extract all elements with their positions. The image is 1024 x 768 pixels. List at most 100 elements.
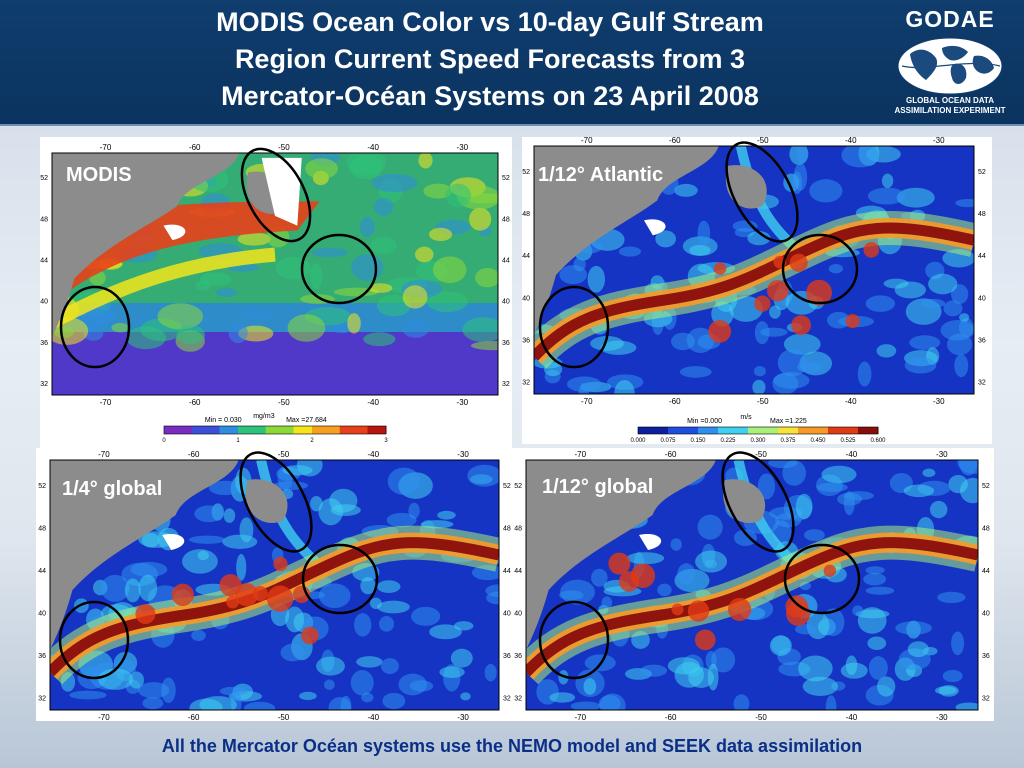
warm-eddy xyxy=(789,253,808,272)
colorbar-cell xyxy=(265,426,276,434)
eddy xyxy=(590,336,624,351)
warm-eddy xyxy=(823,564,837,578)
eddy xyxy=(98,668,134,690)
latitude-tick-right: 36 xyxy=(982,653,990,660)
colorbar-cell xyxy=(868,427,879,434)
eddy xyxy=(618,246,642,257)
eddy xyxy=(324,679,335,690)
eddy xyxy=(223,508,236,523)
eddy xyxy=(792,171,803,195)
colorbar-cell xyxy=(778,427,789,434)
logo-subtitle-line-2: ASSIMILATION EXPERIMENT xyxy=(894,106,1006,115)
gulf-stream-core xyxy=(526,537,978,677)
latitude-tick-right: 52 xyxy=(982,483,990,490)
panel-atlantic-1-12: -70 -70 -60 -60 -50 -50 -40 -40 -30 -30 52 52 48 48 44… xyxy=(522,137,992,444)
chlorophyll-patch xyxy=(470,341,498,351)
latitude-tick-left: 44 xyxy=(38,568,46,575)
eddy xyxy=(429,624,462,640)
longitude-tick-top: -40 xyxy=(845,137,857,145)
gulf-stream-core xyxy=(534,222,974,361)
colorbar-cell xyxy=(718,427,729,434)
warm-eddy xyxy=(226,595,240,609)
eddy xyxy=(894,281,926,299)
colorbar-cell xyxy=(678,427,689,434)
longitude-tick-bottom: -50 xyxy=(757,397,769,406)
eddy xyxy=(243,701,276,710)
land-north-america xyxy=(526,460,716,650)
eddy xyxy=(356,656,383,668)
eddy xyxy=(796,146,808,164)
cloud-mask xyxy=(261,157,302,226)
colorbar-cell xyxy=(708,427,719,434)
eddy xyxy=(795,493,813,520)
colorbar-max: Max =1.225 xyxy=(770,418,807,425)
eddy xyxy=(316,656,345,676)
colorbar-cell xyxy=(376,426,387,434)
eddy xyxy=(614,379,635,394)
logo-name: GODAE xyxy=(905,6,995,32)
eddy xyxy=(454,621,474,631)
longitude-tick-bottom: -30 xyxy=(457,398,469,407)
colorbar-cell xyxy=(238,426,248,434)
land-newfoundland xyxy=(725,165,767,209)
eddy xyxy=(752,379,766,394)
latitude-tick-right: 48 xyxy=(503,526,511,533)
colorbar-cell xyxy=(219,426,230,434)
colorbar-cell xyxy=(210,426,220,434)
latitude-tick-right: 52 xyxy=(502,175,510,182)
eddy xyxy=(868,656,888,680)
land-north-america xyxy=(50,460,239,650)
colorbar-cell xyxy=(275,426,285,434)
colorbar-cell xyxy=(349,426,359,434)
warm-eddy xyxy=(863,242,880,258)
latitude-tick-left: 32 xyxy=(38,696,46,703)
eddy xyxy=(955,702,978,710)
longitude-tick-bottom: -50 xyxy=(278,398,290,407)
eddy xyxy=(929,500,948,519)
eddy xyxy=(598,695,621,710)
atlantic-1-12-speed-map: -70 -70 -60 -60 -50 -50 -40 -40 -30 -30 52 52 48 48 44… xyxy=(522,137,986,444)
colorbar-cell xyxy=(818,427,829,434)
eddy xyxy=(377,600,410,614)
panel-label-global-twelfth: 1/12° global xyxy=(542,476,654,498)
globe-icon xyxy=(897,37,1003,95)
latitude-tick-right: 32 xyxy=(978,380,986,387)
masked-area xyxy=(162,533,185,550)
warm-eddy xyxy=(694,629,716,651)
eddy xyxy=(840,662,868,679)
highlight-circle xyxy=(781,233,859,305)
latitude-tick-left: 32 xyxy=(514,696,522,703)
eddy xyxy=(142,697,164,710)
latitude-tick-left: 48 xyxy=(38,526,46,533)
chlorophyll-patch xyxy=(469,207,492,231)
warm-eddy xyxy=(708,320,732,343)
chlorophyll-patch xyxy=(157,303,204,330)
global-1-4-speed-map: -70 -70 -60 -60 -50 -50 -40 -40 -30 -30 52 52 48 48 44… xyxy=(38,450,511,721)
latitude-tick-right: 32 xyxy=(502,381,510,388)
eddy xyxy=(484,663,497,682)
latitude-tick-left: 48 xyxy=(514,526,522,533)
eddy xyxy=(398,673,427,696)
longitude-tick-top: -50 xyxy=(278,143,290,152)
map-frame xyxy=(49,459,500,711)
highlight-circle xyxy=(538,600,610,680)
longitude-tick-bottom: -70 xyxy=(574,713,586,721)
highlight-circle xyxy=(783,543,861,615)
eddy xyxy=(626,552,665,565)
eddy xyxy=(922,468,936,478)
land-north-america xyxy=(52,153,240,337)
colorbar-cell xyxy=(698,427,709,434)
warm-eddy xyxy=(266,585,294,612)
colorbar-cell xyxy=(668,427,679,434)
eddy xyxy=(769,635,792,656)
eddy xyxy=(855,609,890,619)
eddy xyxy=(954,354,969,378)
godae-logo: GODAE GLOBAL OCEAN DATA ASSIMILATION EXP… xyxy=(888,6,1012,118)
colorbar-tick: 0.375 xyxy=(780,438,796,444)
eddy xyxy=(189,698,223,710)
eddy xyxy=(809,179,843,203)
eddy xyxy=(942,669,963,683)
colorbar-cell xyxy=(228,426,239,434)
chlorophyll-patch xyxy=(275,256,312,280)
eddy xyxy=(828,263,843,274)
